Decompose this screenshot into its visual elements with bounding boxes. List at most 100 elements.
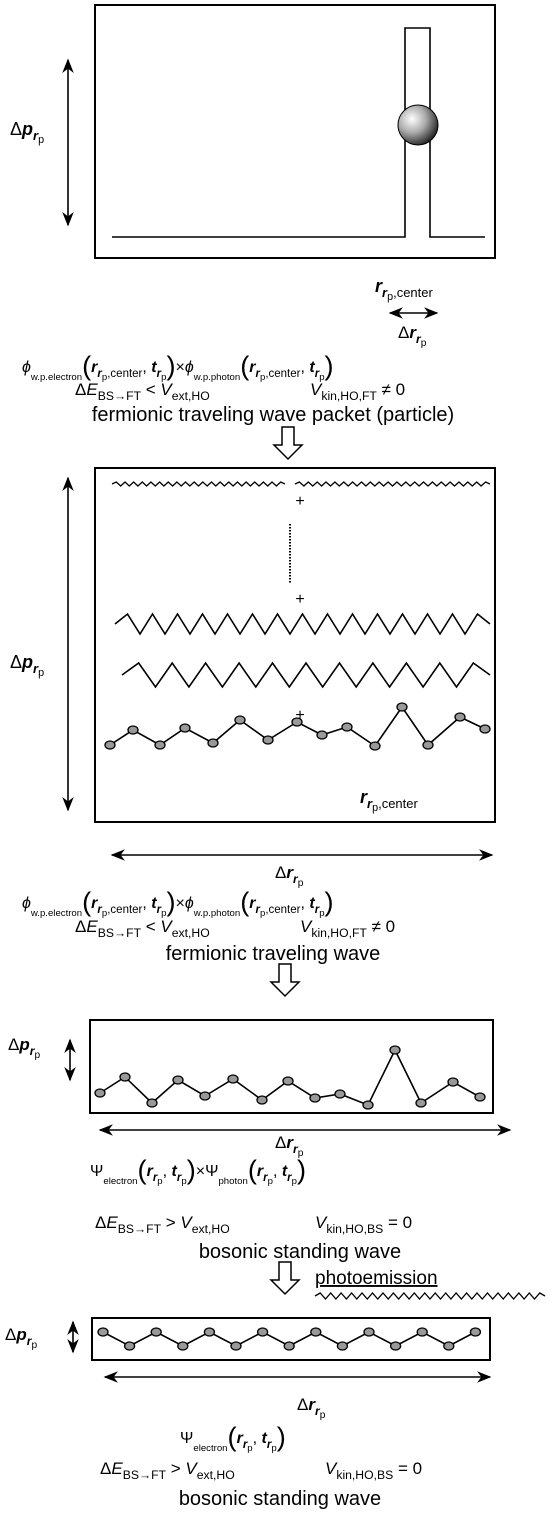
plus: + <box>295 493 304 510</box>
formula-part: ext,HO <box>192 1222 230 1236</box>
formula-part: Δ <box>275 863 286 882</box>
formula-part: w.p.electron <box>30 372 82 383</box>
formula-part: > <box>166 1459 185 1478</box>
formula-part: ( <box>248 1154 257 1185</box>
plus: + <box>295 591 304 608</box>
momentum-label: Δprp <box>10 119 44 146</box>
formula-part: r <box>97 368 102 380</box>
formula-part: E <box>86 917 98 936</box>
formula-part: Ψ <box>180 1430 193 1447</box>
bead <box>282 1076 294 1086</box>
formula-part: Ψ <box>205 1163 218 1180</box>
formula-part: ≠ 0 <box>367 917 395 936</box>
formula-part: t <box>151 359 157 376</box>
formula-part: p <box>292 1176 297 1187</box>
formula-part: ( <box>240 886 249 917</box>
formula-part: BS→FT <box>98 389 142 403</box>
formula-part: Δ <box>75 380 86 399</box>
momentum-label: Δprp <box>8 1035 41 1061</box>
emitted-photon <box>314 1292 546 1300</box>
bead <box>479 724 491 734</box>
formula-part: r <box>27 1334 33 1348</box>
bead <box>336 1341 349 1351</box>
formula-part: t <box>282 1163 288 1180</box>
formula-part: ) <box>325 886 334 917</box>
condition: ΔEBS→FT > Vext,HO <box>100 1459 235 1482</box>
formula-part: p <box>372 802 378 814</box>
formula-part: t <box>151 895 157 912</box>
formula-part: V <box>180 1213 193 1232</box>
formula-part: r <box>263 1172 268 1184</box>
formula-part: = 0 <box>383 1213 412 1232</box>
bead <box>172 1075 184 1085</box>
plus: + <box>295 707 304 724</box>
wavefunction: ϕw.p.electron(rrp,center, trp)×ϕw.p.phot… <box>22 350 334 383</box>
wavefunction: Ψelectron(rrp, trp)×Ψphoton(rrp, trp) <box>90 1154 306 1187</box>
formula-part: r <box>293 1142 299 1156</box>
formula-part: Δ <box>75 917 86 936</box>
formula-part: p <box>268 1176 273 1187</box>
formula-part: ) <box>166 350 175 381</box>
formula-part: V <box>315 1213 328 1232</box>
formula-part: p <box>161 908 166 919</box>
formula-part: ,center <box>107 904 142 916</box>
flow-arrow <box>272 426 304 461</box>
formula-part: ( <box>240 350 249 381</box>
formula-part: r <box>360 787 368 807</box>
formula-part: p <box>298 1148 304 1159</box>
formula-part: r <box>249 895 256 912</box>
bead <box>454 712 466 722</box>
formula-part: BS→FT <box>98 926 142 940</box>
bead <box>146 1098 158 1108</box>
formula-part: p <box>271 1443 276 1454</box>
potential-well <box>112 27 485 238</box>
position-label: rrp,center <box>360 787 419 814</box>
bead <box>447 1077 459 1087</box>
formula-part: r <box>375 276 383 296</box>
kinetic: Vkin,HO,BS = 0 <box>325 1459 422 1482</box>
formula-part: w.p.photon <box>193 908 240 919</box>
formula-part: r <box>157 368 162 380</box>
formula-part: t <box>309 359 315 376</box>
formula-part: r <box>257 1163 264 1180</box>
formula-part: r <box>315 904 320 916</box>
formula-part: ( <box>138 1154 147 1185</box>
bead <box>256 1327 269 1337</box>
formula-part: r <box>249 359 256 376</box>
flow-arrow <box>269 1261 301 1296</box>
bead <box>154 740 166 750</box>
formula-part: p <box>102 372 107 383</box>
formula-part: r <box>177 1172 182 1184</box>
formula-part: Δ <box>275 1133 286 1152</box>
formula-part: Δ <box>297 1395 308 1414</box>
formula-part: p <box>319 908 324 919</box>
formula-part: r <box>286 1133 294 1152</box>
formula-part: r <box>255 904 260 916</box>
formula-part: p <box>298 878 304 889</box>
formula-part: r <box>237 1430 244 1447</box>
formula-part: p <box>260 908 265 919</box>
condition: ΔEBS→FT < Vext,HO <box>75 380 210 403</box>
particle <box>397 104 439 146</box>
formula-part: ext,HO <box>172 389 210 403</box>
caption: bosonic standing wave <box>199 1241 401 1263</box>
formula-part: p <box>161 372 166 383</box>
bead <box>334 1089 346 1099</box>
formula-part: r <box>315 368 320 380</box>
formula-part: ,center <box>393 285 433 300</box>
zigzag <box>111 481 286 487</box>
formula-part: w.p.photon <box>193 372 240 383</box>
formula-part: p <box>32 1340 38 1351</box>
formula-part: E <box>86 380 98 399</box>
formula-part: r <box>91 359 98 376</box>
formula-part: , <box>300 895 309 912</box>
formula-part: r <box>97 904 102 916</box>
formula-part: Δ <box>95 1213 106 1232</box>
formula-part: ,center <box>378 796 418 811</box>
position-spread-label: Δrrp <box>297 1395 326 1421</box>
formula-part: V <box>310 380 323 399</box>
formula-part: , <box>300 359 309 376</box>
formula-part: E <box>106 1213 118 1232</box>
formula-part: E <box>111 1459 123 1478</box>
